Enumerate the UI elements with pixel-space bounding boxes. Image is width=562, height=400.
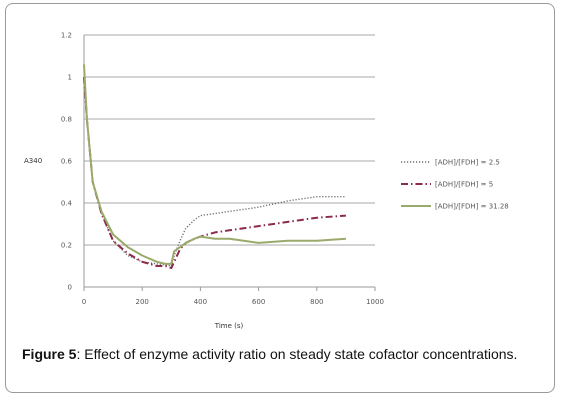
y-tick-label: 0.8 [61, 116, 72, 124]
series-lines [83, 64, 346, 270]
x-tick-label: 800 [310, 298, 323, 306]
x-tick-label: 600 [252, 298, 265, 306]
line-chart: 0 0.2 0.4 0.6 0.8 1 1.2 0 200 400 600 800 1000 A340… [24, 32, 509, 331]
y-tick-label: 0.6 [61, 158, 73, 166]
series-line-2 [83, 76, 346, 270]
x-tick-label: 200 [136, 298, 149, 306]
gridlines [84, 34, 375, 246]
series-line-3 [83, 64, 346, 265]
x-tick-label: 400 [194, 298, 207, 306]
legend: [ADH]/[FDH] = 2.5 [ADH]/[FDH] = 5 [ADH]/[F… [401, 159, 509, 211]
legend-label: [ADH]/[FDH] = 2.5 [435, 159, 500, 167]
y-axis-label: A340 [24, 157, 42, 165]
series-line-1 [83, 76, 346, 267]
axes [83, 35, 376, 291]
y-tick-label: 0.2 [61, 242, 72, 250]
legend-label: [ADH]/[FDH] = 5 [435, 181, 493, 189]
x-tick-label: 1000 [366, 298, 384, 306]
y-tick-label: 1.2 [61, 32, 72, 40]
y-tick-label: 1 [68, 74, 72, 82]
y-tick-label: 0 [68, 284, 72, 292]
x-tick-label: 0 [82, 298, 86, 306]
caption-text: : Effect of enzyme activity ratio on ste… [76, 346, 518, 362]
y-tick-labels: 0 0.2 0.4 0.6 0.8 1 1.2 [61, 32, 73, 292]
y-tick-label: 0.4 [61, 200, 73, 208]
figure-caption: Figure 5: Effect of enzyme activity rati… [22, 346, 540, 363]
x-tick-labels: 0 200 400 600 800 1000 [82, 298, 384, 306]
caption-label: Figure 5 [22, 346, 77, 362]
x-axis-label: Time (s) [214, 322, 244, 330]
legend-label: [ADH]/[FDH] = 31.28 [435, 203, 509, 211]
